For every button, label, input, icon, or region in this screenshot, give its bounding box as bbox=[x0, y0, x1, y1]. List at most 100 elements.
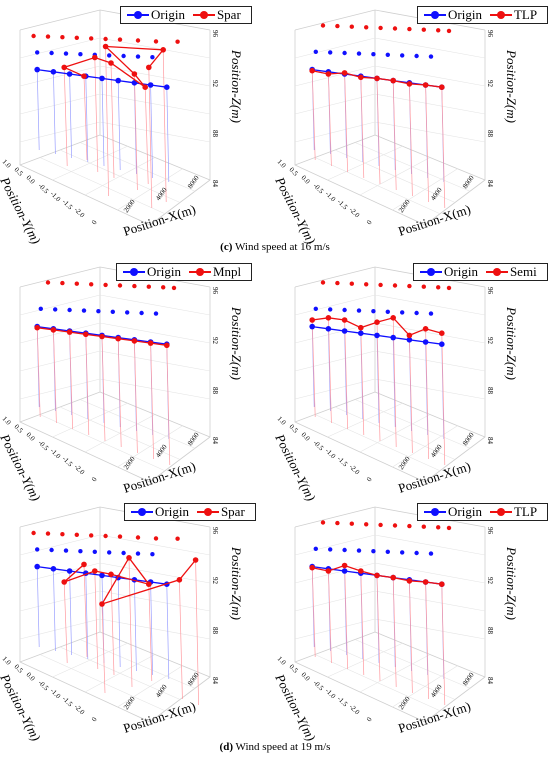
origin-point bbox=[390, 334, 396, 341]
origin-projection-point bbox=[342, 547, 347, 553]
y-tick-label: 1.0 bbox=[276, 655, 288, 667]
y-tick-label: -0.5 bbox=[37, 679, 51, 693]
series-drop-line bbox=[425, 84, 429, 203]
series-drop-line bbox=[376, 575, 381, 682]
y-tick-label: 1.0 bbox=[1, 415, 13, 427]
chart-panel-d-spar: 84 88 92 96 1.0 0.5 0.0 -0.5 -1.0 -1.5 -2.0 0 2000 40… bbox=[0, 497, 275, 743]
origin-projection-point bbox=[400, 310, 405, 315]
origin-point bbox=[374, 332, 380, 339]
series-drop-line bbox=[425, 328, 429, 460]
series-drop-line bbox=[392, 80, 397, 191]
grid-line bbox=[99, 93, 211, 115]
origin-projection-point bbox=[414, 310, 419, 316]
y-axis-title: Position-Y(m) bbox=[0, 431, 44, 504]
z-tick-label: 96 bbox=[486, 527, 494, 535]
origin-projection-point bbox=[35, 547, 40, 552]
x-tick-label: 8000 bbox=[461, 431, 476, 447]
y-tick-label: -0.5 bbox=[312, 182, 326, 196]
chart-svg: 848892961.00.50.0-0.5-1.0-1.5-2.00200040… bbox=[272, 266, 519, 503]
series-drop-line bbox=[83, 76, 88, 161]
origin-projection-point bbox=[135, 551, 141, 556]
chart-svg: 848892961.00.50.0-0.5-1.0-1.5-2.00200040… bbox=[272, 9, 519, 246]
platform-point bbox=[131, 71, 138, 77]
series-projection-point bbox=[153, 39, 159, 44]
platform-point bbox=[374, 319, 380, 325]
caption-text: Wind speed at 16 m/s bbox=[232, 241, 330, 253]
series-drop-line bbox=[344, 72, 348, 173]
y-tick-label: 0.0 bbox=[25, 174, 37, 186]
series-drop-line bbox=[166, 345, 171, 466]
y-tick-label: 0.5 bbox=[288, 423, 300, 435]
origin-legend-marker bbox=[123, 267, 145, 277]
origin-point bbox=[66, 71, 73, 77]
platform-point bbox=[142, 84, 148, 90]
platform-point bbox=[83, 331, 89, 338]
grid-line bbox=[354, 399, 471, 449]
series-projection-point bbox=[378, 25, 383, 31]
y-tick-label: 0.5 bbox=[13, 423, 25, 435]
platform-point bbox=[341, 317, 348, 323]
grid-line bbox=[117, 425, 183, 468]
series-projection-point bbox=[378, 282, 383, 288]
origin-projection-point bbox=[153, 311, 159, 316]
series-drop-line bbox=[344, 319, 348, 430]
origin-point bbox=[50, 566, 57, 572]
x-tick-label: 4000 bbox=[429, 443, 444, 459]
origin-point bbox=[341, 568, 348, 574]
z-axis-title: Position-Z(m) bbox=[504, 546, 519, 620]
y-tick-label: -1.5 bbox=[336, 455, 350, 469]
origin-projection-point bbox=[428, 54, 434, 59]
z-tick-label: 88 bbox=[211, 130, 219, 138]
series-projection-point bbox=[364, 25, 369, 30]
origin-point bbox=[115, 77, 121, 84]
z-tick-label: 84 bbox=[211, 180, 219, 188]
grid-line bbox=[374, 65, 486, 87]
x-tick-label: 0 bbox=[90, 475, 99, 483]
grid-line bbox=[354, 142, 471, 192]
series-projection-point bbox=[335, 23, 340, 29]
z-tick-label: 92 bbox=[486, 337, 494, 345]
legend-series-label: Spar bbox=[216, 7, 241, 22]
grid-line bbox=[374, 93, 486, 115]
box-frame bbox=[294, 287, 486, 483]
series-projection-point bbox=[117, 283, 123, 288]
grid-line bbox=[19, 350, 101, 372]
box-frame bbox=[19, 527, 211, 723]
platform-point bbox=[406, 332, 413, 339]
series-drop-line bbox=[392, 577, 397, 688]
series-projection-point bbox=[60, 532, 65, 537]
origin-drop-line bbox=[376, 335, 380, 424]
legend-origin-label: Origin bbox=[448, 7, 482, 22]
y-tick-label: -1.0 bbox=[324, 687, 338, 701]
axes-box bbox=[294, 9, 486, 226]
y-tick-label: -2.0 bbox=[73, 463, 87, 477]
origin-projection-point bbox=[96, 309, 101, 314]
box-edge bbox=[19, 9, 101, 31]
platform-point bbox=[422, 579, 429, 585]
series-projection-point bbox=[60, 280, 65, 286]
series-projection-point bbox=[117, 534, 123, 539]
legend-origin-label: Origin bbox=[444, 264, 478, 279]
series-drop-line bbox=[83, 564, 88, 658]
grid-line bbox=[374, 378, 486, 400]
grid-line bbox=[117, 665, 183, 708]
origin-drop-line bbox=[166, 584, 170, 680]
platform-point bbox=[406, 578, 413, 584]
z-tick-label: 84 bbox=[486, 180, 494, 188]
legend: Origin TLP bbox=[417, 503, 549, 521]
z-tick-label: 84 bbox=[211, 677, 219, 685]
origin-drop-line bbox=[166, 87, 170, 183]
origin-legend-marker bbox=[424, 10, 446, 20]
origin-projection-point bbox=[63, 51, 69, 56]
series-drop-line bbox=[134, 73, 138, 191]
platform-point bbox=[358, 74, 364, 81]
x-tick-label: 4000 bbox=[429, 683, 444, 699]
box-frame bbox=[294, 527, 486, 723]
y-tick-label: 1.0 bbox=[276, 415, 288, 427]
series-projection-point bbox=[89, 533, 94, 538]
series-projection-point bbox=[175, 536, 180, 541]
origin-projection-point bbox=[150, 55, 155, 60]
y-tick-label: 0.0 bbox=[25, 431, 37, 443]
platform-point bbox=[390, 77, 396, 84]
grid-line bbox=[19, 534, 101, 556]
